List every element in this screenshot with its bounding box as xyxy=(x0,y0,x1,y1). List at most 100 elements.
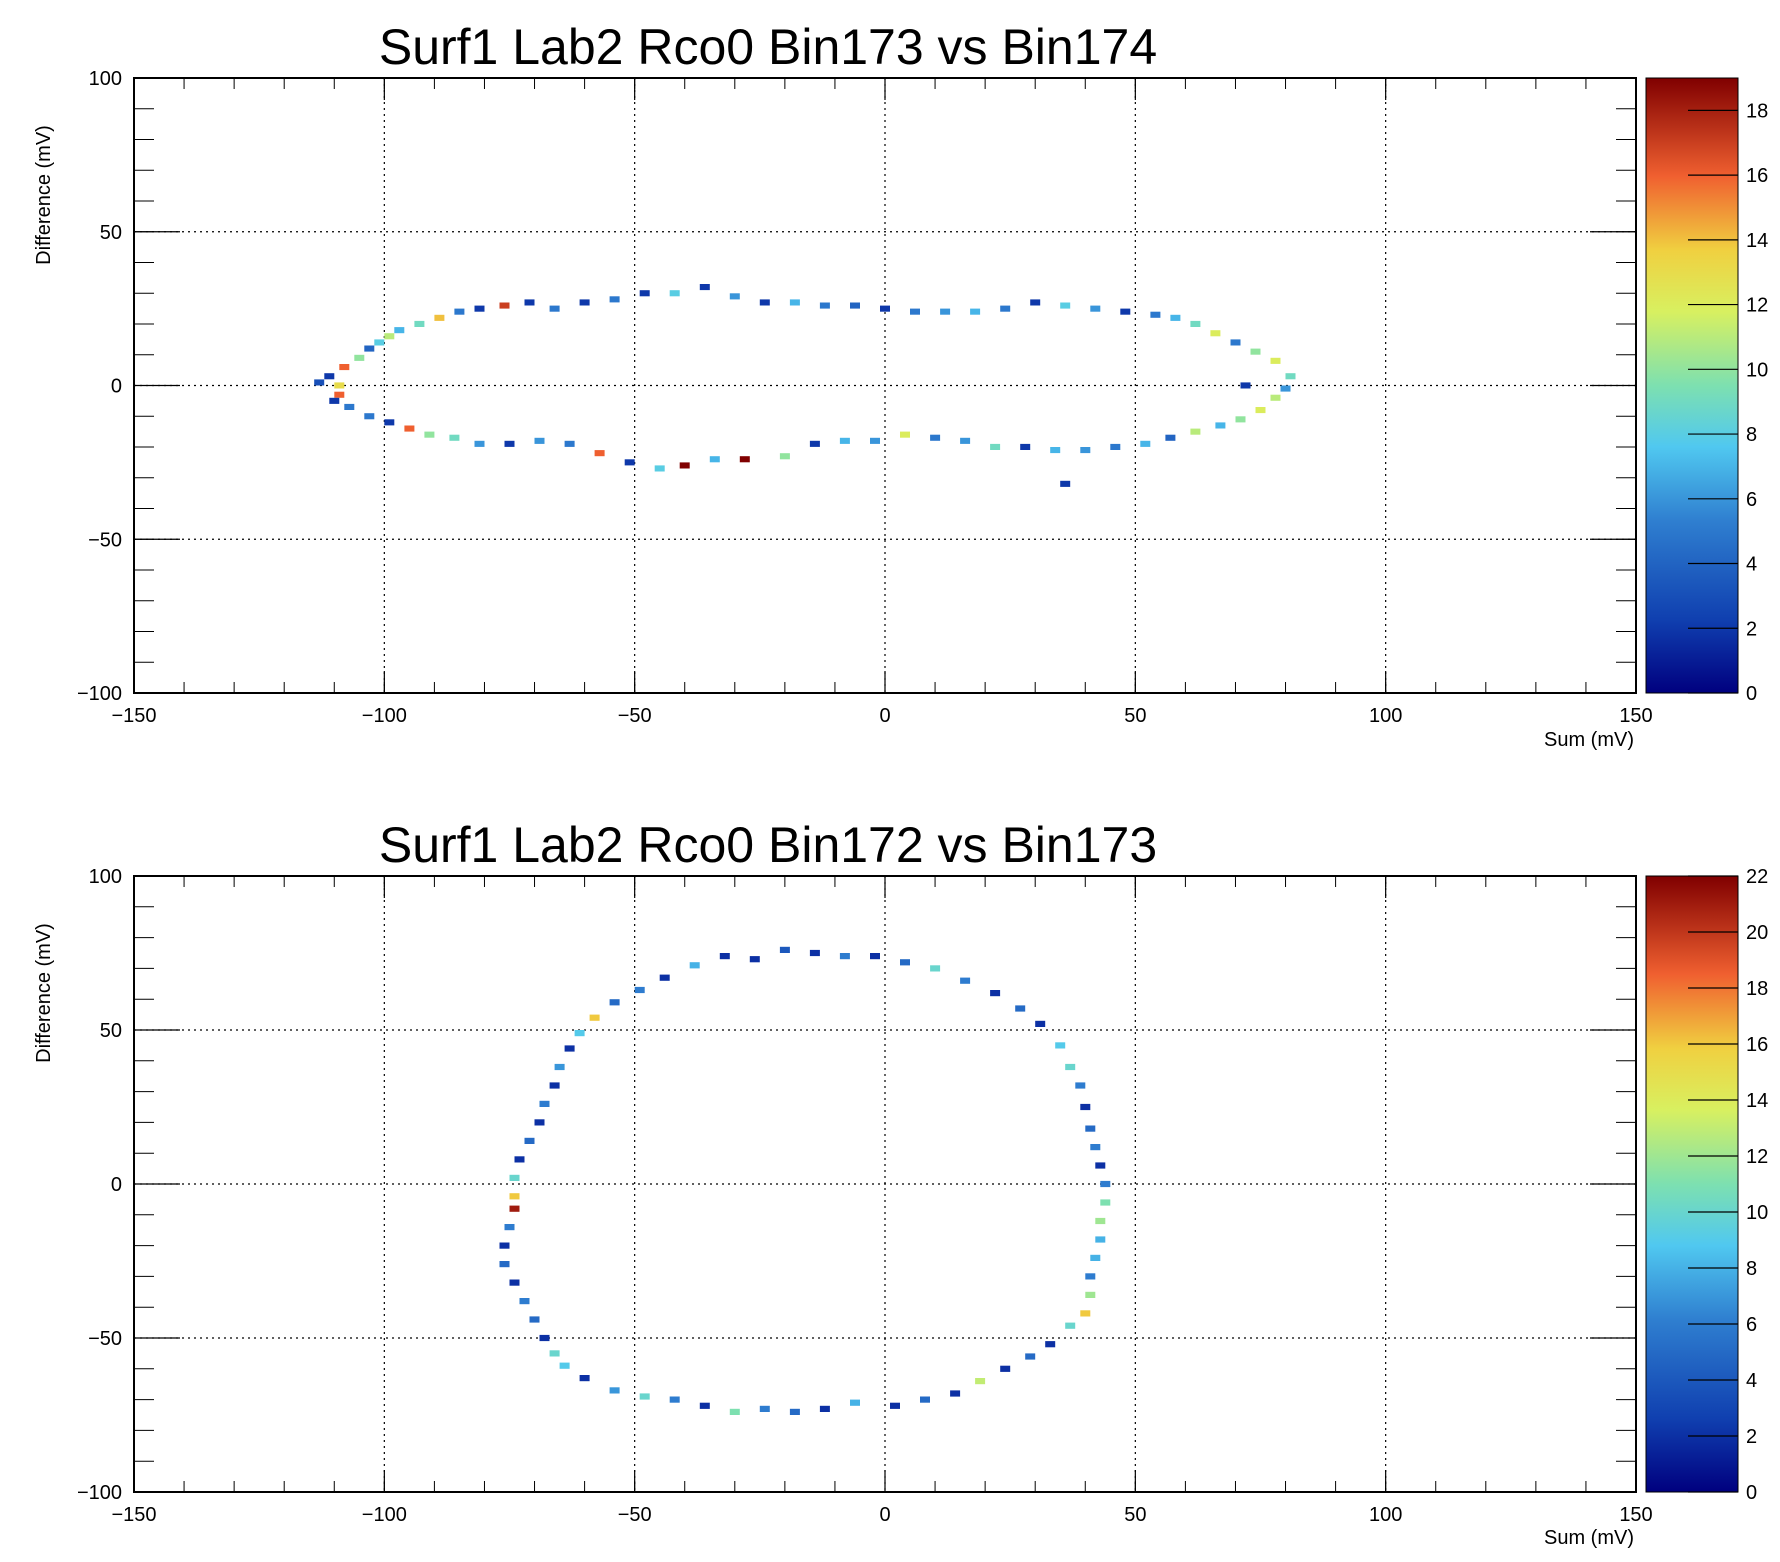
x-tick-label: 0 xyxy=(879,1504,890,1526)
heatmap-cell xyxy=(1035,1020,1046,1027)
heatmap-cell xyxy=(1055,1042,1066,1049)
y-axis-label: Difference (mV) xyxy=(33,125,55,265)
x-tick-label: 50 xyxy=(1124,705,1146,727)
heatmap-cell xyxy=(669,1396,680,1403)
heatmap-cell xyxy=(524,1137,535,1144)
heatmap-cell xyxy=(970,308,981,315)
heatmap-cell xyxy=(594,450,605,457)
heatmap-cell xyxy=(990,443,1001,450)
heatmap-cell xyxy=(1270,357,1281,364)
heatmap-cell xyxy=(514,1156,525,1163)
heatmap-cell xyxy=(1280,385,1291,392)
heatmap-cell xyxy=(1085,1125,1096,1132)
colorbar-tick-label: 4 xyxy=(1746,1370,1757,1392)
heatmap-cell xyxy=(1060,480,1071,487)
heatmap-cell xyxy=(1100,1180,1111,1188)
y-tick-label: −50 xyxy=(88,1328,122,1350)
y-tick-label: −100 xyxy=(77,1482,122,1504)
heatmap-cell xyxy=(1100,1199,1111,1206)
heatmap-cell xyxy=(900,959,910,966)
heatmap-cell xyxy=(960,437,971,444)
heatmap-cell xyxy=(529,1316,540,1323)
y-tick-label: 0 xyxy=(111,1174,122,1196)
heatmap-cell xyxy=(314,379,325,386)
heatmap-cell xyxy=(699,1402,710,1409)
heatmap-cell xyxy=(374,339,385,346)
heatmap-cell xyxy=(890,1402,900,1409)
heatmap-cell xyxy=(524,299,535,306)
colorbar-tick-label: 2 xyxy=(1746,618,1757,640)
heatmap-cell xyxy=(1190,428,1201,435)
heatmap-cell xyxy=(1050,447,1061,454)
x-tick-label: 0 xyxy=(879,705,890,727)
heatmap-cell xyxy=(910,308,920,315)
heatmap-cell xyxy=(344,403,355,410)
heatmap-cell xyxy=(1150,311,1161,318)
heatmap-cell xyxy=(624,459,635,466)
heatmap-cell xyxy=(509,1174,520,1181)
heatmap-cell xyxy=(579,299,590,306)
heatmap-cell xyxy=(1030,299,1041,306)
colorbar-tick-label: 22 xyxy=(1746,866,1768,888)
heatmap-cell xyxy=(564,440,575,447)
heatmap-cell xyxy=(509,1205,520,1212)
heatmap-cell xyxy=(1085,1273,1096,1280)
colorbar-tick-label: 6 xyxy=(1746,1314,1757,1336)
heatmap-cell xyxy=(920,1396,930,1403)
y-tick-label: 100 xyxy=(89,68,122,90)
heatmap-cell xyxy=(554,1063,565,1071)
heatmap-cell xyxy=(1240,382,1251,389)
heatmap-cell xyxy=(739,456,750,463)
heatmap-cell xyxy=(474,305,485,312)
heatmap-cell xyxy=(1215,422,1226,429)
heatmap-cell xyxy=(1270,394,1281,401)
heatmap-cell xyxy=(699,284,710,291)
heatmap-cell xyxy=(1090,1144,1101,1151)
colorbar-tick-label: 16 xyxy=(1746,165,1768,187)
heatmap-cell xyxy=(749,956,760,963)
heatmap-cell xyxy=(1090,305,1101,312)
heatmap-cell xyxy=(1015,1005,1026,1012)
heatmap-cell xyxy=(719,953,730,960)
heatmap-cell xyxy=(1120,308,1131,315)
heatmap-cell xyxy=(870,437,880,444)
y-tick-label: 100 xyxy=(89,866,122,888)
heatmap-cell xyxy=(850,1399,860,1406)
heatmap-cell xyxy=(709,456,720,463)
heatmap-cell xyxy=(509,1279,520,1286)
x-tick-label: −150 xyxy=(111,1504,156,1526)
heatmap-cell xyxy=(534,1119,545,1126)
heatmap-cell xyxy=(1255,407,1266,414)
heatmap-cell xyxy=(424,431,435,438)
heatmap-cell xyxy=(474,440,485,447)
x-tick-label: 50 xyxy=(1124,1504,1146,1526)
y-tick-label: −50 xyxy=(88,529,122,551)
heatmap-cell xyxy=(1000,1365,1011,1372)
heatmap-cell xyxy=(329,397,340,404)
heatmap-cell xyxy=(324,373,335,380)
heatmap-cell xyxy=(1165,434,1176,441)
heatmap-cell xyxy=(1170,314,1181,321)
colorbar-tick-label: 14 xyxy=(1746,230,1768,252)
chart-title: Surf1 Lab2 Rco0 Bin172 vs Bin173 xyxy=(379,817,1157,873)
heatmap-cell xyxy=(1080,1310,1091,1317)
heatmap-cell xyxy=(1095,1162,1106,1169)
heatmap-cell xyxy=(574,1030,585,1037)
heatmap-cell xyxy=(850,302,860,309)
colorbar-tick-label: 20 xyxy=(1746,922,1768,944)
heatmap-cell xyxy=(1285,373,1296,380)
heatmap-cell xyxy=(434,314,445,321)
heatmap-cell xyxy=(364,345,375,352)
heatmap-cell xyxy=(504,1224,515,1231)
heatmap-cell xyxy=(634,986,645,994)
heatmap-cell xyxy=(1065,1063,1076,1071)
colorbar-tick-label: 8 xyxy=(1746,1258,1757,1280)
heatmap-cell xyxy=(519,1298,530,1305)
heatmap-cell xyxy=(639,290,650,297)
colorbar-tick-label: 0 xyxy=(1746,683,1757,705)
heatmap-cell xyxy=(1060,302,1071,309)
x-tick-label: 150 xyxy=(1619,705,1652,727)
heatmap-cell xyxy=(809,949,820,957)
heatmap-cell xyxy=(729,293,740,300)
heatmap-cell xyxy=(539,1334,550,1342)
